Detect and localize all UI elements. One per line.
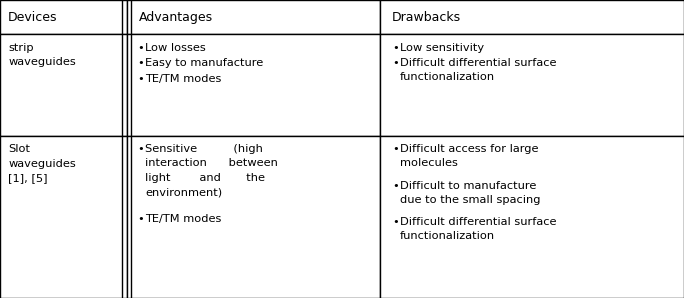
Text: Difficult to manufacture
due to the small spacing: Difficult to manufacture due to the smal… [400,181,540,204]
Text: Difficult access for large
molecules: Difficult access for large molecules [400,144,538,168]
Text: Sensitive          (high
interaction      between
light        and       the
env: Sensitive (high interaction between ligh… [145,144,278,197]
Text: •: • [392,58,399,68]
Text: Low sensitivity: Low sensitivity [400,43,484,53]
Bar [380,136,684,298]
Text: •: • [137,58,144,68]
Text: TE/TM modes: TE/TM modes [145,74,222,84]
Bar [127,136,380,298]
Text: •: • [137,74,144,84]
Text: Drawbacks: Drawbacks [392,11,461,24]
Text: strip
waveguides: strip waveguides [8,43,76,67]
Text: Advantages: Advantages [139,11,213,24]
Text: •: • [392,217,399,227]
Text: •: • [392,181,399,190]
Text: Slot
waveguides
[1], [5]: Slot waveguides [1], [5] [8,144,76,184]
Text: Easy to manufacture: Easy to manufacture [145,58,263,68]
Bar [380,34,684,136]
Text: •: • [137,144,144,154]
Bar [0,0,127,34]
Text: •: • [137,43,144,53]
Bar [127,0,380,34]
Text: •: • [392,144,399,154]
Text: Low losses: Low losses [145,43,206,53]
Text: •: • [137,214,144,224]
Bar [0,136,127,298]
Bar [380,0,684,34]
Text: Difficult differential surface
functionalization: Difficult differential surface functiona… [400,58,557,82]
Text: •: • [392,43,399,53]
Bar [127,34,380,136]
Text: Devices: Devices [8,11,57,24]
Text: Difficult differential surface
functionalization: Difficult differential surface functiona… [400,217,557,241]
Text: TE/TM modes: TE/TM modes [145,214,222,224]
Bar [0,34,127,136]
